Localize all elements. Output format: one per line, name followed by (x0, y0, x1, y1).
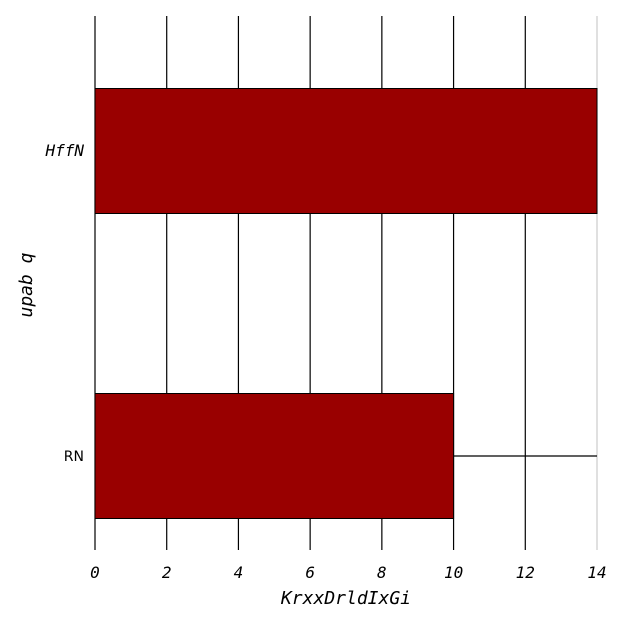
category-labels: HffN RN (44, 141, 84, 465)
bar-RN (94, 393, 455, 519)
x-tick-labels: 0 2 4 6 8 10 12 14 (90, 563, 606, 582)
x-tick-label-14: 14 (587, 563, 606, 582)
bars (94, 88, 598, 519)
x-tick-label-2: 2 (162, 563, 172, 582)
x-tick-label-8: 8 (377, 563, 387, 582)
x-tick-label-10: 10 (444, 563, 463, 582)
category-label-RN: RN (64, 449, 84, 465)
x-tick-label-4: 4 (234, 563, 244, 582)
x-tick-label-0: 0 (90, 563, 100, 582)
y-axis-title: upab q (16, 252, 37, 317)
category-label-HffN: HffN (44, 141, 84, 160)
x-tick-label-6: 6 (305, 563, 315, 582)
x-axis-title: KrxxDrldIxGi (280, 588, 411, 609)
bar-HffN (94, 88, 598, 214)
x-tick-label-12: 12 (516, 563, 535, 582)
